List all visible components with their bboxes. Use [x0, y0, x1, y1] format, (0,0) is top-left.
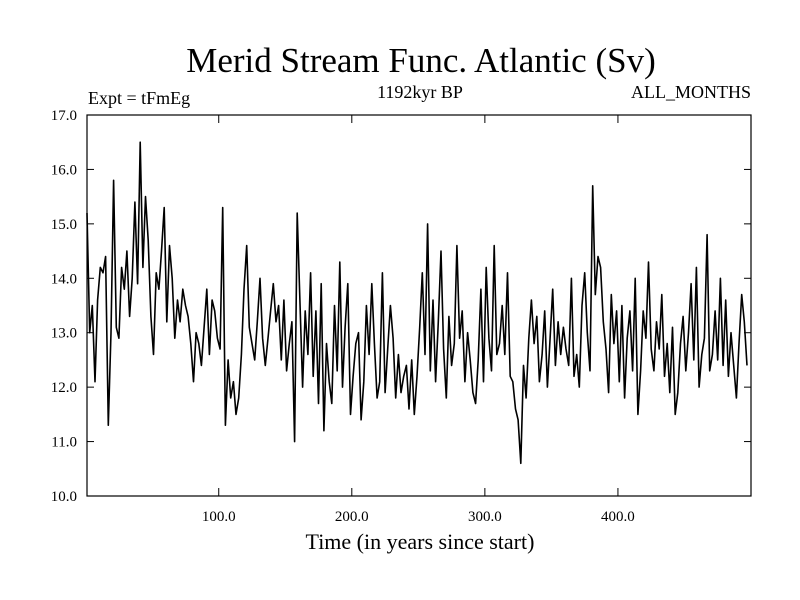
x-tick-label: 400.0 [601, 509, 635, 525]
y-tick-label: 11.0 [51, 435, 77, 451]
y-tick-label: 14.0 [51, 271, 77, 287]
y-tick-label: 17.0 [51, 108, 77, 124]
x-tick-label: 300.0 [468, 509, 502, 525]
experiment-label: Expt = tFmEg [88, 88, 190, 108]
chart-title: Merid Stream Func. Atlantic (Sv) [186, 41, 656, 80]
x-tick-label: 200.0 [335, 509, 369, 525]
y-tick-label: 16.0 [51, 162, 77, 178]
y-tick-label: 12.0 [51, 380, 77, 396]
x-axis: 100.0 200.0 300.0 400.0 [202, 115, 635, 525]
months-label: ALL_MONTHS [631, 82, 751, 102]
data-series-line [86, 141, 748, 465]
y-tick-label: 10.0 [51, 489, 77, 505]
y-tick-label: 13.0 [51, 326, 77, 342]
x-axis-label: Time (in years since start) [306, 529, 535, 554]
period-label: 1192kyr BP [377, 82, 463, 102]
plot-frame [86, 114, 752, 497]
x-tick-label: 100.0 [202, 509, 236, 525]
y-axis: 10.0 11.0 12.0 13.0 14.0 15.0 16.0 17.0 [51, 108, 751, 505]
y-tick-label: 15.0 [51, 217, 77, 233]
